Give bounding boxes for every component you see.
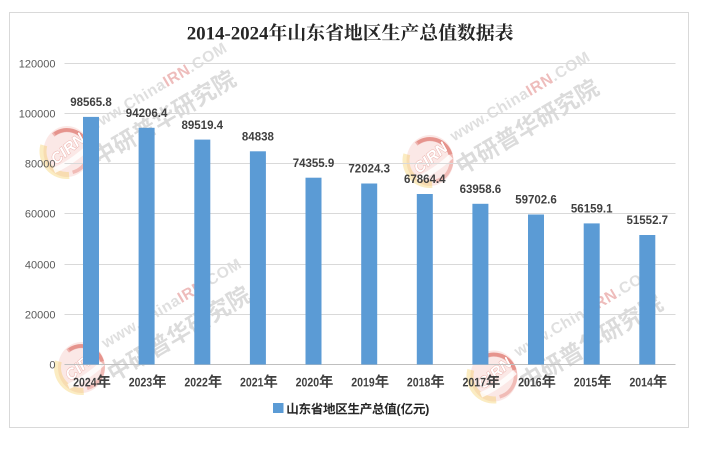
svg-text:40000: 40000 bbox=[25, 260, 56, 272]
svg-text:100000: 100000 bbox=[19, 109, 56, 121]
svg-text:120000: 120000 bbox=[19, 59, 56, 71]
svg-text:84838: 84838 bbox=[242, 132, 275, 144]
svg-text:72024.3: 72024.3 bbox=[348, 164, 390, 176]
svg-text:67864.4: 67864.4 bbox=[404, 174, 446, 186]
svg-text:20000: 20000 bbox=[25, 310, 56, 322]
svg-text:63958.6: 63958.6 bbox=[460, 184, 502, 196]
svg-text:56159.1: 56159.1 bbox=[571, 204, 613, 216]
svg-text:60000: 60000 bbox=[25, 209, 56, 221]
svg-text:94206.4: 94206.4 bbox=[126, 108, 168, 120]
svg-text:80000: 80000 bbox=[25, 159, 56, 171]
svg-text:0: 0 bbox=[49, 360, 55, 372]
svg-text:51552.7: 51552.7 bbox=[627, 215, 669, 227]
svg-text:74355.9: 74355.9 bbox=[293, 158, 335, 170]
svg-text:98565.8: 98565.8 bbox=[70, 97, 112, 109]
svg-text:59702.6: 59702.6 bbox=[515, 195, 557, 207]
svg-text:89519.4: 89519.4 bbox=[182, 120, 224, 132]
